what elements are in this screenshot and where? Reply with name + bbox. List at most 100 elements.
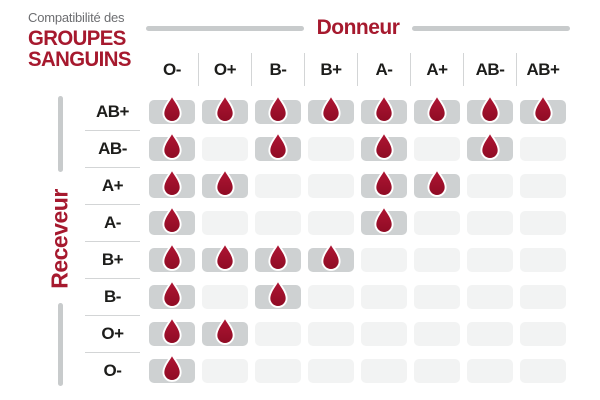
row-header-B+: B+ <box>85 241 140 272</box>
cell-AB+-from-A+-compatible <box>414 94 460 124</box>
column-header-A+: A+ <box>410 52 460 87</box>
row-header-O+: O+ <box>85 315 140 346</box>
blood-drop-icon <box>268 279 288 308</box>
blood-drop-icon <box>321 94 341 123</box>
cell-O+-from-AB--incompatible <box>467 322 513 346</box>
cell-B+-from-B+-compatible <box>308 242 354 272</box>
cell-O+-from-A--incompatible <box>361 322 407 346</box>
cell-O+-from-O+-compatible <box>202 316 248 346</box>
blood-drop-icon <box>215 316 235 345</box>
cell-B--from-B--compatible <box>255 279 301 309</box>
cell-B+-from-AB--incompatible <box>467 248 513 272</box>
row-header-AB+: AB+ <box>96 102 129 121</box>
blood-drop-icon <box>268 131 288 160</box>
cell-B--from-O--compatible <box>149 279 195 309</box>
chart-subtitle: Compatibilité des <box>28 10 125 25</box>
recipient-axis-label: Receveur <box>46 189 73 289</box>
cell-O+-from-AB+-incompatible <box>520 322 566 346</box>
donor-axis-bar-right <box>412 25 571 31</box>
blood-drop-icon <box>215 242 235 271</box>
recipient-axis-bar-top <box>58 96 63 172</box>
cell-A+-from-O--compatible <box>149 168 195 198</box>
chart-title-line1: GROUPES <box>28 27 126 50</box>
cell-AB--from-B+-incompatible <box>308 137 354 161</box>
cell-A--from-B+-incompatible <box>308 211 354 235</box>
blood-drop-icon <box>268 94 288 123</box>
cell-B--from-AB+-incompatible <box>520 285 566 309</box>
cell-A--from-AB+-incompatible <box>520 211 566 235</box>
cell-O--from-A--incompatible <box>361 359 407 383</box>
blood-drop-icon <box>162 242 182 271</box>
column-header-O-: O- <box>163 59 181 79</box>
cell-AB+-from-A--compatible <box>361 94 407 124</box>
cell-AB--from-AB--compatible <box>467 131 513 161</box>
cell-AB+-from-O--compatible <box>149 94 195 124</box>
cell-A+-from-A+-compatible <box>414 168 460 198</box>
cell-B+-from-O+-compatible <box>202 242 248 272</box>
cell-AB+-from-AB--compatible <box>467 94 513 124</box>
donor-axis-label: Donneur <box>316 16 400 39</box>
cell-A+-from-O+-compatible <box>202 168 248 198</box>
row-header-O-: O- <box>85 352 140 383</box>
cell-AB+-from-AB+-compatible <box>520 94 566 124</box>
row-header-B-: B- <box>85 278 140 309</box>
recipient-axis-bar-bottom <box>58 303 63 386</box>
cell-B--from-A+-incompatible <box>414 285 460 309</box>
cell-AB--from-AB+-incompatible <box>520 137 566 161</box>
cell-A--from-A+-incompatible <box>414 211 460 235</box>
blood-drop-icon <box>215 94 235 123</box>
cell-AB--from-A--compatible <box>361 131 407 161</box>
column-header-B+: B+ <box>304 52 354 87</box>
row-header-A+: A+ <box>85 167 140 198</box>
cell-A+-from-B+-incompatible <box>308 174 354 198</box>
blood-drop-icon <box>162 131 182 160</box>
blood-drop-icon <box>374 94 394 123</box>
blood-drop-icon <box>215 168 235 197</box>
cell-O--from-B--incompatible <box>255 359 301 383</box>
cell-B--from-AB--incompatible <box>467 285 513 309</box>
row-header-A-: A- <box>85 204 140 235</box>
blood-drop-icon <box>321 242 341 271</box>
cell-AB--from-O+-incompatible <box>202 137 248 161</box>
donor-axis-bar-left <box>146 25 304 31</box>
column-header-AB-: AB- <box>463 52 513 87</box>
cell-B+-from-O--compatible <box>149 242 195 272</box>
blood-drop-icon <box>162 353 182 382</box>
cell-O--from-AB--incompatible <box>467 359 513 383</box>
cell-A+-from-AB+-incompatible <box>520 174 566 198</box>
blood-drop-icon <box>427 168 447 197</box>
column-header-AB+: AB+ <box>516 52 566 87</box>
cell-B+-from-A+-incompatible <box>414 248 460 272</box>
cell-O+-from-B--incompatible <box>255 322 301 346</box>
cell-O+-from-A+-incompatible <box>414 322 460 346</box>
blood-drop-icon <box>427 94 447 123</box>
blood-drop-icon <box>268 242 288 271</box>
blood-drop-icon <box>162 279 182 308</box>
blood-drop-icon <box>374 131 394 160</box>
blood-drop-icon <box>162 205 182 234</box>
cell-O+-from-O--compatible <box>149 316 195 346</box>
cell-A--from-A--compatible <box>361 205 407 235</box>
cell-AB--from-B--compatible <box>255 131 301 161</box>
chart-title-block: Compatibilité des GROUPES SANGUINS <box>28 11 134 70</box>
cell-AB--from-O--compatible <box>149 131 195 161</box>
cell-B+-from-A--incompatible <box>361 248 407 272</box>
row-headers: AB+ AB- A+ A- B+ B- O+ O- <box>85 100 140 396</box>
cell-B--from-O+-incompatible <box>202 285 248 309</box>
cell-AB+-from-B--compatible <box>255 94 301 124</box>
cell-O+-from-B+-incompatible <box>308 322 354 346</box>
column-headers: O- O+ B- B+ A- A+ AB- AB+ <box>149 52 566 87</box>
cell-A+-from-AB--incompatible <box>467 174 513 198</box>
cell-B+-from-B--compatible <box>255 242 301 272</box>
cell-B--from-B+-incompatible <box>308 285 354 309</box>
cell-B+-from-AB+-incompatible <box>520 248 566 272</box>
blood-drop-icon <box>162 316 182 345</box>
row-header-AB-: AB- <box>85 130 140 161</box>
compatibility-grid <box>149 94 566 383</box>
cell-B--from-A--incompatible <box>361 285 407 309</box>
cell-A--from-O--compatible <box>149 205 195 235</box>
donor-axis: Donneur <box>146 15 571 41</box>
cell-AB+-from-B+-compatible <box>308 94 354 124</box>
blood-drop-icon <box>374 205 394 234</box>
